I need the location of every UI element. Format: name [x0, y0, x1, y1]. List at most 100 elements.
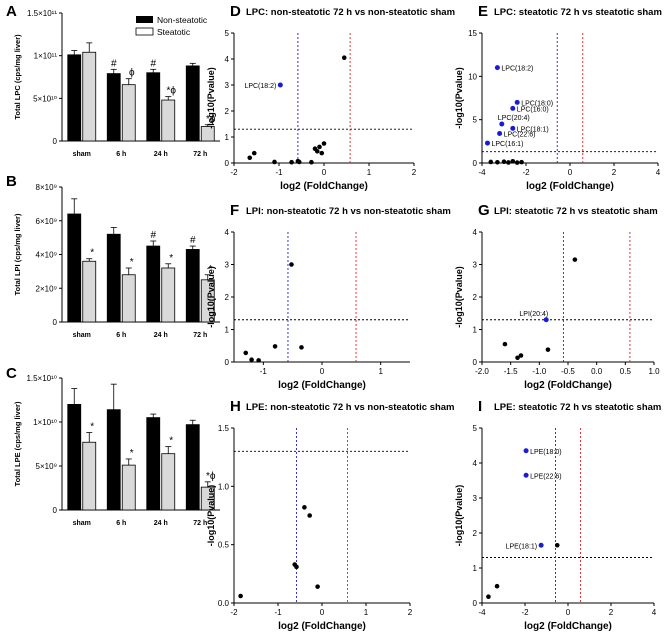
panel-label: G: [478, 202, 490, 219]
y-tick-label: 1: [225, 326, 230, 335]
y-axis-label: Total LPI (cps/mg liver): [13, 213, 22, 295]
y-tick-label: 2: [225, 293, 230, 302]
data-point: [256, 358, 261, 363]
point-label: LPI(20:4): [519, 311, 548, 318]
y-tick-label: 10: [468, 72, 477, 81]
x-tick-label: sham: [73, 151, 91, 158]
bar-non-steatotic: [146, 417, 161, 511]
y-tick-label: 5×10⁹: [36, 462, 57, 471]
y-tick-label: 0.0: [218, 599, 230, 608]
x-axis-label: log2 (FoldChange): [524, 380, 612, 391]
x-axis-label: log2 (FoldChange): [280, 181, 368, 192]
y-axis-label: -log10(Pvalue): [206, 485, 216, 547]
significance-marker: *: [90, 422, 94, 433]
data-point: [317, 144, 322, 150]
bar-steatotic: [161, 99, 176, 142]
highlighted-point: [485, 140, 490, 146]
bar-chart-a: A 0 5×10¹⁰ 1×10¹¹ 1.5×10¹¹ Total LPC (cps/mg …: [6, 3, 220, 158]
data-point: [299, 345, 304, 350]
bar-non-steatotic: [106, 233, 121, 323]
y-tick-label: 1: [225, 133, 230, 142]
significance-marker: *: [130, 448, 134, 459]
x-tick-label: -1: [275, 168, 283, 177]
data-point: [289, 262, 294, 267]
bar-steatotic: [121, 274, 136, 323]
y-tick-label: 1.0: [218, 482, 230, 491]
significance-marker: *: [90, 248, 94, 259]
y-axis-label: Total LPE (cps/mg liver): [13, 401, 22, 486]
point-label: LPE(18:0): [530, 449, 562, 456]
y-tick-label: 4: [225, 228, 230, 237]
data-point: [518, 353, 524, 358]
legend-swatch-non-steatotic: [136, 16, 153, 23]
y-axis-label: -log10(Pvalue): [206, 67, 216, 129]
y-tick-label: 8×10⁹: [36, 183, 57, 192]
x-tick-label: 24 h: [154, 332, 168, 339]
panel-title: LPC: non-steatotic 72 h vs non-steatotic…: [246, 7, 455, 18]
x-tick-label: 0: [320, 367, 325, 376]
legend-label-steatotic: Steatotic: [157, 27, 191, 37]
x-tick-label: 0: [322, 168, 327, 177]
bar-steatotic: [121, 84, 136, 142]
highlighted-point: [523, 472, 529, 478]
data-point: [495, 160, 500, 165]
volcano-plot-e: E LPC: steatotic 72 h vs steatotic sham 0 5…: [454, 3, 662, 192]
y-tick-label: 0: [473, 599, 478, 608]
y-axis-label: -log10(Pvalue): [454, 485, 464, 547]
y-axis-label: -log10(Pvalue): [454, 266, 464, 328]
data-point: [572, 257, 578, 262]
bar-non-steatotic: [67, 213, 82, 323]
data-point: [251, 150, 257, 156]
x-axis-label: log2 (FoldChange): [526, 181, 614, 192]
y-tick-label: 3: [225, 81, 230, 90]
panel-label: I: [478, 398, 482, 415]
data-point: [341, 55, 347, 60]
significance-marker: ϕ: [129, 68, 135, 79]
x-tick-label: 1.0: [648, 367, 660, 376]
y-tick-label: 4: [225, 55, 230, 64]
x-tick-label: -1: [274, 608, 282, 617]
point-label: LPC(22:6): [504, 132, 536, 139]
y-tick-label: 1×10¹⁰: [33, 418, 57, 427]
point-label: LPC(16:1): [492, 141, 524, 148]
bar-non-steatotic: [185, 424, 200, 511]
data-point: [545, 347, 551, 352]
data-point: [314, 149, 320, 154]
highlighted-point: [510, 125, 516, 131]
y-tick-label: 4: [473, 459, 478, 468]
x-tick-label: 24 h: [154, 520, 168, 527]
point-label: LPC(16:0): [517, 106, 549, 113]
x-tick-label: 0.0: [591, 367, 603, 376]
data-point: [249, 357, 254, 363]
x-axis-label: log2 (FoldChange): [278, 380, 366, 391]
x-tick-label: 1: [367, 168, 372, 177]
bar-steatotic: [82, 51, 97, 142]
panel-title: LPC: steatotic 72 h vs steatotic sham: [494, 7, 662, 18]
x-tick-label: -1.0: [532, 367, 546, 376]
panel-label: B: [6, 173, 17, 190]
data-point: [501, 159, 507, 164]
data-point: [272, 159, 277, 165]
significance-marker: #: [150, 58, 156, 69]
data-point: [321, 141, 327, 146]
y-tick-label: 3: [225, 261, 230, 270]
bar-steatotic: [82, 260, 97, 323]
y-tick-label: 0: [53, 506, 58, 515]
x-tick-label: 1: [378, 367, 383, 376]
data-point: [315, 584, 320, 589]
bar-steatotic: [121, 464, 136, 511]
data-point: [243, 350, 249, 356]
y-tick-label: 4×10⁹: [36, 251, 57, 260]
significance-marker: *ϕ: [206, 471, 216, 482]
y-tick-label: 2: [473, 293, 478, 302]
y-tick-label: 1.5×10¹¹: [27, 9, 57, 18]
bar-non-steatotic: [106, 73, 121, 142]
bar-steatotic: [82, 441, 97, 511]
data-point: [554, 542, 560, 548]
legend-swatch-steatotic: [135, 27, 154, 36]
y-tick-label: 3: [473, 494, 478, 503]
significance-marker: #: [111, 58, 117, 69]
data-point: [510, 158, 516, 164]
point-label: LPE(18:1): [506, 543, 538, 550]
